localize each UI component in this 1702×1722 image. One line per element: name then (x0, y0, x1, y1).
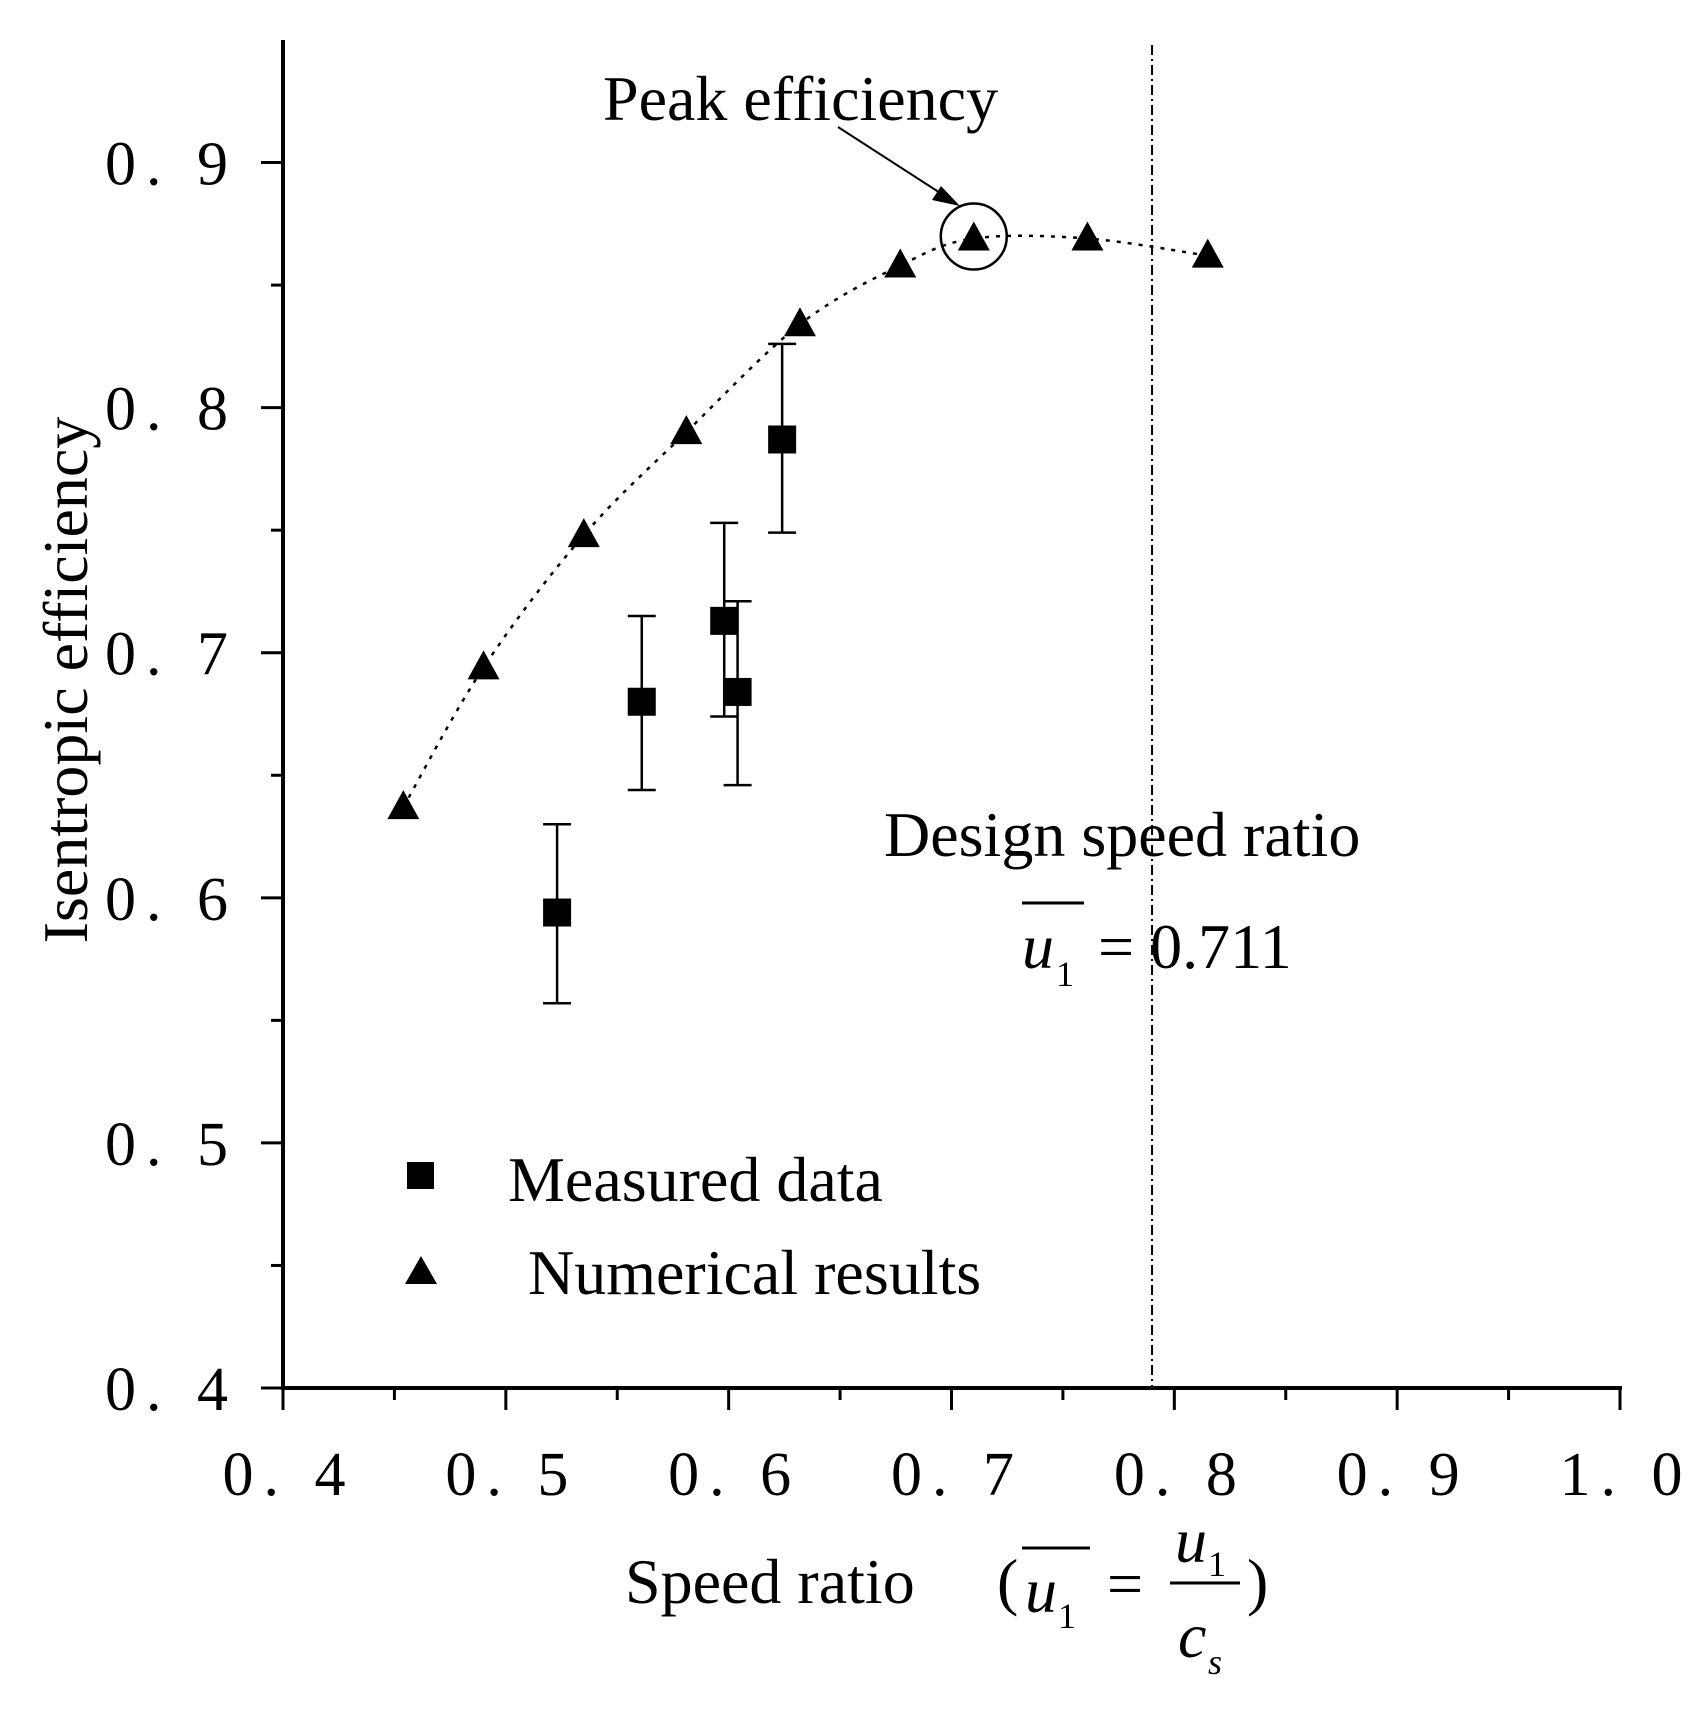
numerical-point (467, 650, 500, 680)
y-tick-label: 0. 7 (105, 621, 238, 689)
y-tick-label: 0. 8 (105, 376, 238, 444)
x-tick-label: 0. 9 (1337, 1441, 1470, 1509)
measured-point (768, 425, 797, 454)
numerical-point (1071, 221, 1104, 251)
measured-point (723, 677, 752, 706)
x-formula-den-sub: s (1208, 1642, 1222, 1682)
measured-point (710, 606, 739, 635)
design-eq: = 0.711 (1098, 911, 1292, 982)
design-sub: 1 (1056, 954, 1074, 994)
measured-point (543, 898, 572, 927)
measured-point (627, 687, 656, 716)
numerical-point (957, 221, 990, 251)
x-formula-lhs: u (1025, 1555, 1057, 1626)
x-formula-den: c (1178, 1600, 1206, 1671)
x-formula-eq: = (1107, 1548, 1143, 1619)
x-tick-label: 0. 6 (668, 1441, 801, 1509)
design-label: Design speed ratio (884, 799, 1360, 870)
peak-arrowhead (932, 186, 960, 206)
numerical-point (783, 307, 816, 337)
numerical-point (387, 790, 420, 820)
numerical-point (670, 415, 703, 445)
y-tick-label: 0. 9 (105, 131, 238, 199)
axis-ticks (261, 161, 1622, 1410)
peak-arrow (837, 126, 949, 199)
peak-highlight-circle (939, 202, 1009, 271)
x-axis-title: Speed ratio (625, 1546, 915, 1617)
x-formula-close: ) (1247, 1546, 1268, 1617)
numerical-point (1191, 238, 1224, 268)
legend-triangle-marker (405, 1256, 437, 1284)
x-tick-label: 0. 7 (891, 1441, 1024, 1509)
legend-measured-label: Measured data (508, 1144, 883, 1215)
y-axis-title: Isentropic efficiency (30, 417, 101, 944)
numerical-point (884, 248, 917, 278)
x-tick-label: 0. 4 (223, 1441, 356, 1509)
legend-square-marker (407, 1162, 434, 1189)
design-var: u (1022, 911, 1054, 982)
x-tick-label: 1. 0 (1560, 1441, 1693, 1509)
x-tick-label: 0. 5 (445, 1441, 578, 1509)
x-tick-label: 0. 8 (1114, 1441, 1247, 1509)
legend-numerical-label: Numerical results (528, 1237, 981, 1308)
y-tick-label: 0. 4 (105, 1356, 238, 1424)
measured-points (543, 425, 797, 927)
y-tick-label: 0. 5 (105, 1111, 238, 1179)
x-formula-num: u (1175, 1505, 1207, 1576)
numerical-point (567, 518, 600, 548)
x-formula-num-sub: 1 (1208, 1544, 1226, 1584)
numerical-points (387, 221, 1224, 820)
peak-label: Peak efficiency (603, 63, 998, 134)
tick-labels: 0. 4 0. 5 0. 6 0. 7 0. 8 0. 9 1. 0 0. 4 0. 5 0. 6… (105, 131, 1693, 1509)
measured-error-bars (543, 342, 797, 1005)
y-tick-label: 0. 6 (105, 866, 238, 934)
x-formula-lhs-sub: 1 (1058, 1596, 1076, 1636)
x-formula-open: ( (997, 1546, 1018, 1617)
